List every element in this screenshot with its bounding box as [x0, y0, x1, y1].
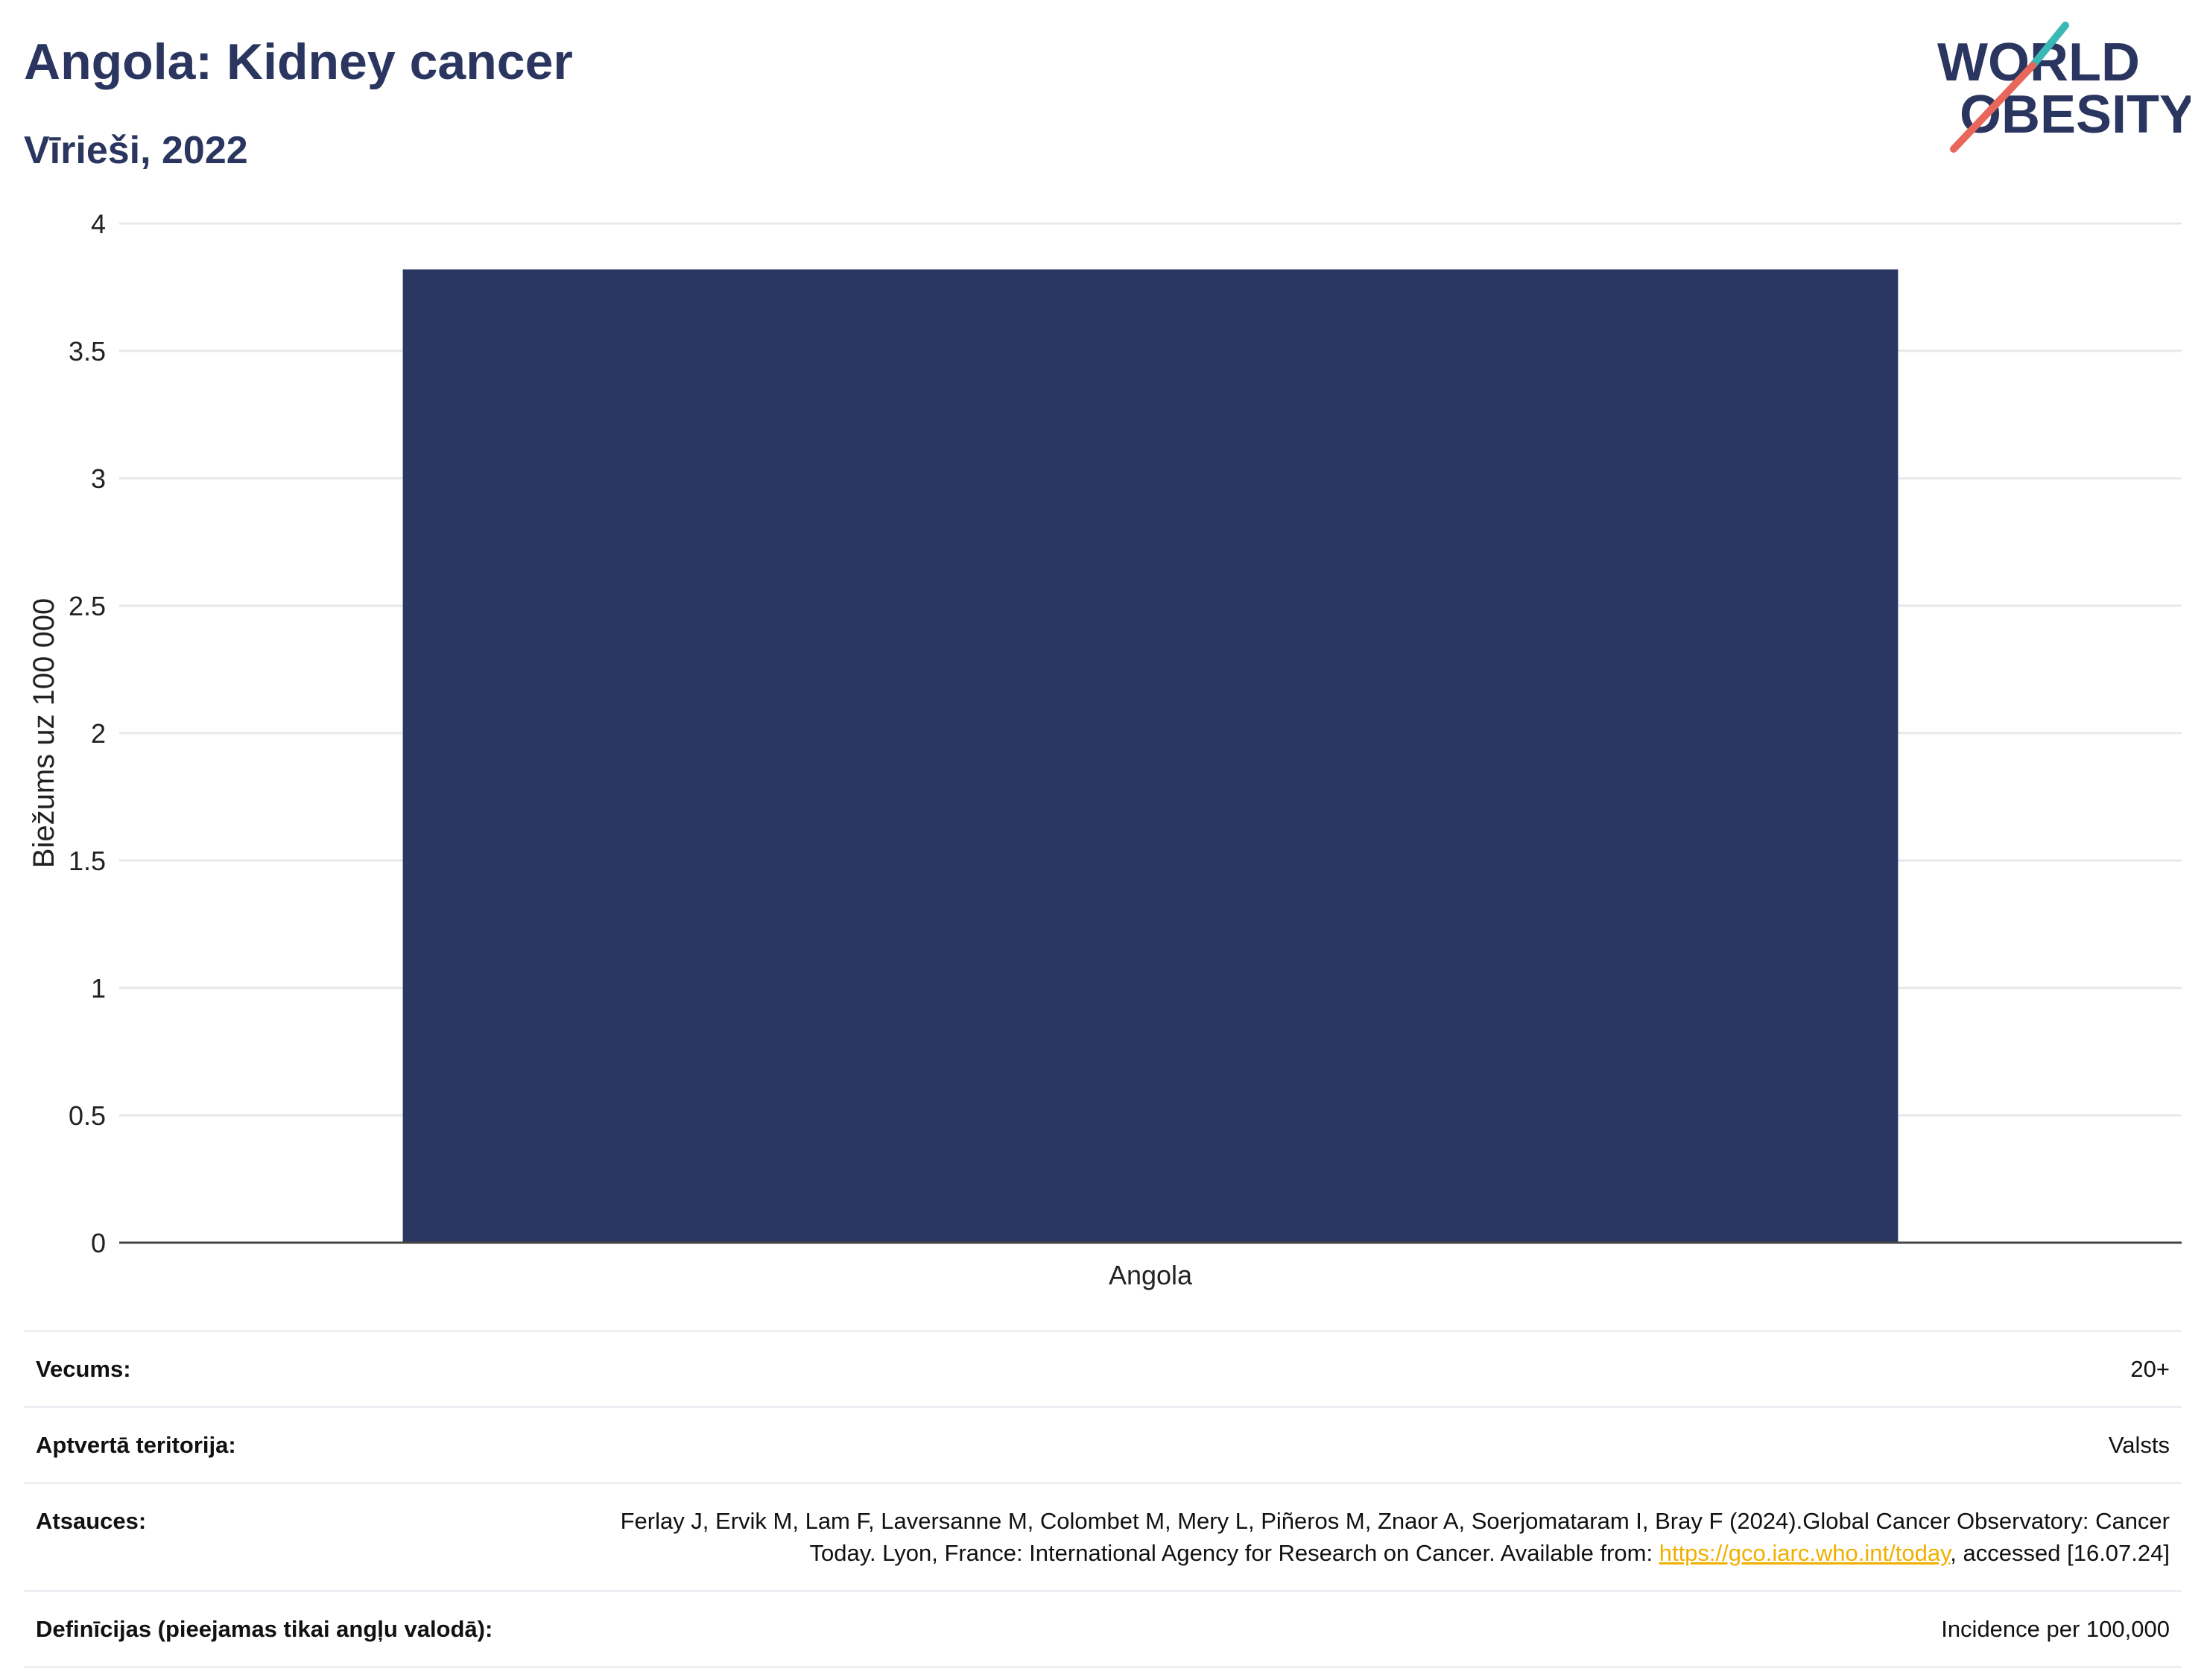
territory-value: Valsts [2108, 1432, 2170, 1458]
bar-chart: 0 0.5 1 1.5 2 2.5 3 3.5 4 Angola Biežums uz 100 … [28, 209, 2182, 1290]
logo-slash-bottom [1950, 62, 2036, 153]
world-obesity-logo: WORLD OBESITY [1937, 22, 2191, 153]
info-table: Vecums: 20+ Aptvertā teritorija: Valsts … [24, 1330, 2182, 1668]
x-tick-labels: Angola [1109, 1260, 1193, 1290]
page-subtitle: Vīrieši, 2022 [24, 129, 248, 172]
y-tick-label: 3 [91, 463, 106, 494]
y-tick-label: 2.5 [69, 591, 106, 621]
references-link[interactable]: https://gco.iarc.who.int/today [1659, 1540, 1951, 1566]
y-tick-label: 1 [91, 973, 106, 1004]
references-value: Ferlay J, Ervik M, Lam F, Laversanne M, … [605, 1505, 2170, 1569]
bars [402, 269, 1899, 1243]
page-title: Angola: Kidney cancer [24, 34, 573, 90]
definitions-label: Definīcijas (pieejamas tikai angļu valod… [36, 1616, 493, 1642]
y-tick-label: 1.5 [69, 846, 106, 876]
info-row-definitions: Definīcijas (pieejamas tikai angļu valod… [24, 1592, 2182, 1668]
bar-angola[interactable] [402, 269, 1899, 1243]
y-tick-label: 2 [91, 718, 106, 749]
y-axis-title: Biežums uz 100 000 [28, 598, 60, 868]
references-text-1: Ferlay J, Ervik M, Lam F, Laversanne M, … [620, 1508, 2170, 1566]
age-value: 20+ [2130, 1356, 2170, 1382]
y-tick-label: 0.5 [69, 1100, 106, 1131]
logo-line-2: OBESITY [1960, 85, 2191, 145]
logo-slash-top [2029, 22, 2069, 69]
age-label: Vecums: [36, 1356, 131, 1382]
info-row-age: Vecums: 20+ [24, 1332, 2182, 1408]
y-tick-label: 0 [91, 1228, 106, 1258]
info-row-territory: Aptvertā teritorija: Valsts [24, 1408, 2182, 1484]
info-row-references: Atsauces: Ferlay J, Ervik M, Lam F, Lave… [24, 1484, 2182, 1592]
territory-label: Aptvertā teritorija: [36, 1432, 236, 1458]
x-tick-label: Angola [1109, 1260, 1193, 1290]
y-tick-label: 3.5 [69, 336, 106, 367]
references-text-2: , accessed [16.07.24] [1950, 1540, 2170, 1566]
y-tick-label: 4 [91, 209, 106, 239]
definitions-value: Incidence per 100,000 [1941, 1616, 2170, 1642]
y-tick-labels: 0 0.5 1 1.5 2 2.5 3 3.5 4 [69, 209, 106, 1258]
references-label: Atsauces: [36, 1508, 147, 1534]
